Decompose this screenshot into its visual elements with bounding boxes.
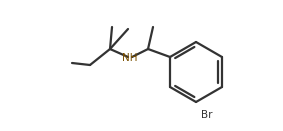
Text: Br: Br — [201, 110, 213, 120]
Text: NH: NH — [122, 53, 138, 63]
